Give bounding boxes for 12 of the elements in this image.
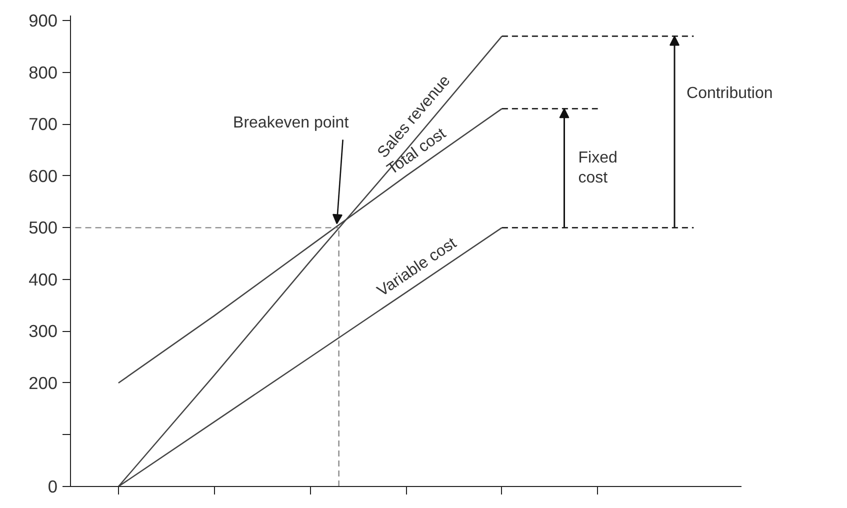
annotation: Fixed cost <box>578 150 618 187</box>
y-tick-label: 500 <box>28 218 58 238</box>
y-tick-label: 700 <box>28 114 58 134</box>
y-tick-label: 800 <box>28 62 58 82</box>
y-tick-label: 0 <box>48 476 58 496</box>
y-tick-label: 300 <box>28 321 58 342</box>
annotation: Breakeven point <box>233 114 350 132</box>
y-tick-label: 900 <box>28 10 58 31</box>
y-tick-label: 200 <box>28 372 58 393</box>
y-tick-label: 600 <box>28 166 58 186</box>
y-tick-label: 400 <box>28 269 58 290</box>
annotation: Contribution <box>686 85 773 102</box>
